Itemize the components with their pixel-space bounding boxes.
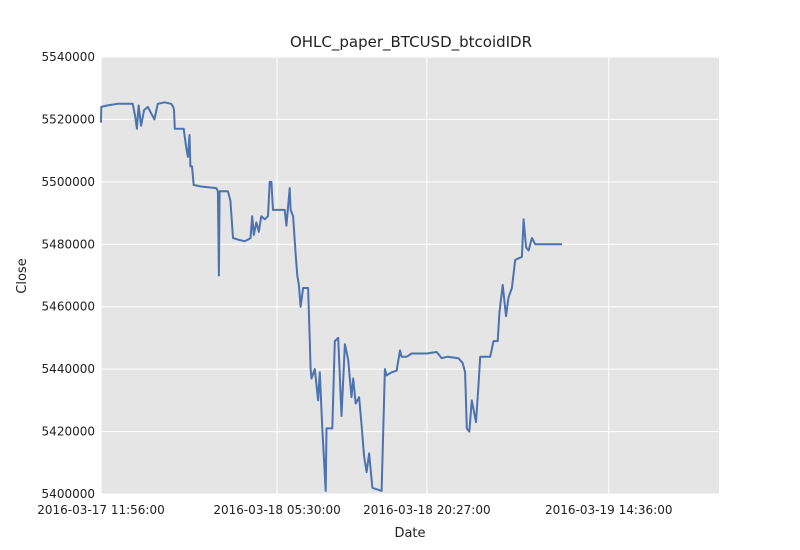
y-tick-label: 5540000: [42, 50, 95, 64]
y-tick-label: 5480000: [42, 237, 95, 251]
x-tick-label: 2016-03-17 11:56:00: [37, 503, 164, 517]
y-tick-label: 5400000: [42, 487, 95, 501]
grid: [100, 56, 719, 495]
x-tick-label: 2016-03-18 20:27:00: [363, 503, 490, 517]
plot-area: [101, 57, 719, 494]
series-line-close: [100, 101, 562, 492]
x-axis-title: Date: [394, 526, 425, 541]
y-tick-label: 5440000: [42, 362, 95, 376]
x-tick-label: 2016-03-19 14:36:00: [545, 503, 672, 517]
y-tick-label: 5460000: [42, 300, 95, 314]
y-tick-labels: 5400000 5420000 5440000 5460000 5480000 55000…: [42, 50, 95, 501]
y-tick-label: 5500000: [42, 175, 95, 189]
y-axis-title: Close: [15, 258, 30, 293]
y-tick-label: 5420000: [42, 425, 95, 439]
x-tick-label: 2016-03-18 05:30:00: [213, 503, 340, 517]
x-tick-labels: 2016-03-17 11:56:00 2016-03-18 05:30:00 20…: [37, 503, 672, 517]
y-tick-label: 5520000: [42, 112, 95, 126]
chart-title: OHLC_paper_BTCUSD_btcoidIDR: [290, 33, 532, 52]
